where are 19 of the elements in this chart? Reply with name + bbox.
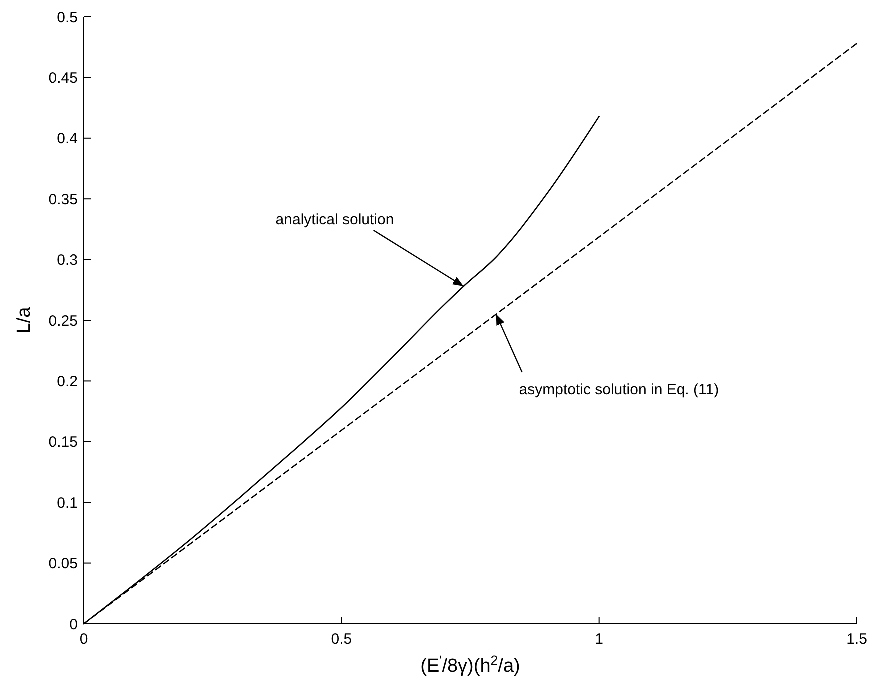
x-tick-label: 1.5 xyxy=(846,631,868,648)
y-tick-label: 0.1 xyxy=(57,494,78,512)
x-tick-label: 0 xyxy=(80,631,88,648)
y-tick-label: 0.35 xyxy=(48,191,78,208)
y-tick-label: 0.05 xyxy=(48,556,78,573)
annotation: asymptotic solution in Eq. (11) xyxy=(519,381,720,398)
y-tick-label: 0 xyxy=(70,616,78,634)
y-tick-label: 0.5 xyxy=(57,9,78,26)
x-axis-title: (E$^{'}$/8γ)(h$^{2}$/a) xyxy=(420,652,520,677)
x-tick-label: 1 xyxy=(595,631,604,648)
y-tick-label: 0.4 xyxy=(57,130,78,148)
y-tick-label: 0.45 xyxy=(48,70,78,87)
x-tick-label: 0.5 xyxy=(331,631,352,648)
y-axis-title: L/a xyxy=(14,306,35,334)
y-tick-label: 0.3 xyxy=(57,252,78,270)
annotation: analytical solution xyxy=(276,212,394,229)
y-tick-label: 0.25 xyxy=(48,312,78,330)
y-tick-label: 0.15 xyxy=(48,434,78,452)
y-tick-label: 0.2 xyxy=(57,373,78,390)
